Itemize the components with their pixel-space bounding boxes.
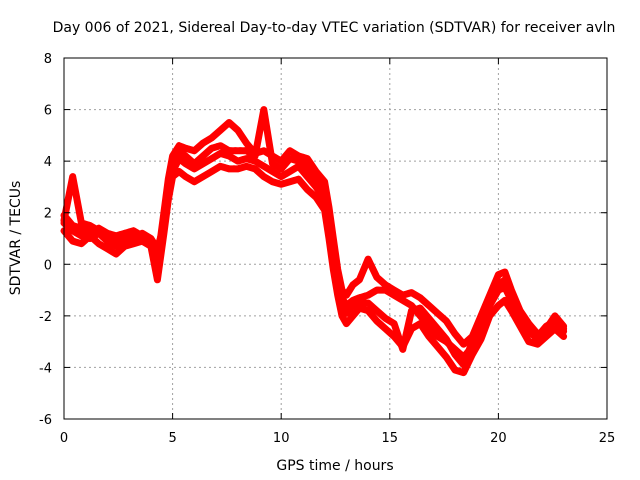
y-tick-label: 8	[44, 52, 52, 67]
axis-ticks	[63, 57, 608, 420]
y-tick-label: -2	[39, 310, 52, 325]
y-tick-label: 0	[44, 258, 52, 273]
chart-title: Day 006 of 2021, Sidereal Day-to-day VTE…	[53, 20, 616, 36]
x-tick-label: 15	[382, 431, 399, 446]
x-tick-labels: 0 5 10 15 20 25	[60, 431, 615, 446]
y-tick-label: 4	[44, 155, 52, 170]
x-tick-label: 5	[168, 431, 176, 446]
plot-frame	[63, 57, 608, 420]
y-axis-label: SDTVAR / TECUs	[8, 181, 24, 296]
series-track-c	[60, 162, 568, 377]
data-traces	[60, 106, 568, 377]
y-tick-label: 2	[44, 207, 52, 222]
series-track-c-markers	[62, 162, 566, 373]
y-tick-label: 6	[44, 104, 52, 119]
x-tick-label: 25	[599, 431, 616, 446]
x-axis-label: GPS time / hours	[276, 458, 393, 474]
y-tick-labels: -6 -4 -2 0 2 4 6 8	[39, 52, 52, 428]
series-track-d-markers	[62, 106, 566, 365]
x-tick-label: 20	[490, 431, 507, 446]
y-tick-label: -6	[39, 413, 52, 428]
x-tick-label: 10	[273, 431, 290, 446]
x-tick-label: 0	[60, 431, 68, 446]
y-tick-label: -4	[39, 361, 52, 376]
